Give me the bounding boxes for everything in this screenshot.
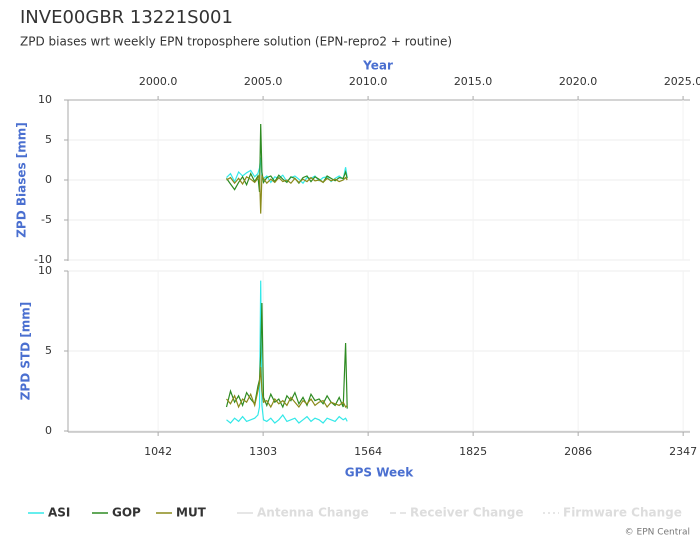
x2-tick-label: 2025.0 — [664, 75, 700, 88]
y-tick-label: 10 — [38, 264, 52, 277]
y-tick-label: 0 — [45, 424, 52, 437]
series-line — [225, 302, 348, 409]
x-tick-label: 1825 — [459, 445, 487, 458]
legend-label: ASI — [48, 506, 70, 520]
x-tick-label: 1042 — [144, 445, 172, 458]
series-line — [226, 366, 348, 409]
chart-title: INVE00GBR 13221S001 — [20, 7, 233, 28]
series-line — [226, 123, 348, 193]
x2-tick-label: 2015.0 — [454, 75, 493, 88]
legend-label: Antenna Change — [257, 506, 369, 520]
y-tick-label: -10 — [34, 253, 52, 266]
x-tick-label: 1303 — [249, 445, 277, 458]
y-tick-label: 5 — [45, 133, 52, 146]
x2-axis-label: Year — [362, 59, 393, 73]
y-tick-label: 0 — [45, 173, 52, 186]
series-line — [226, 174, 348, 214]
x-tick-label: 1564 — [354, 445, 382, 458]
y-axis-label: ZPD STD [mm] — [19, 302, 33, 401]
chart-subtitle: ZPD biases wrt weekly EPN troposphere so… — [20, 35, 452, 49]
y-tick-label: -5 — [41, 213, 52, 226]
legend-label: GOP — [112, 506, 141, 520]
x2-tick-label: 2010.0 — [349, 75, 388, 88]
x2-tick-label: 2020.0 — [559, 75, 598, 88]
x2-tick-label: 2005.0 — [244, 75, 283, 88]
footer: © EPN Central — [625, 528, 690, 538]
y-tick-label: 5 — [45, 344, 52, 357]
x-tick-label: 2086 — [564, 445, 592, 458]
y-tick-label: 10 — [38, 93, 52, 106]
x-axis-label: GPS Week — [345, 466, 415, 480]
x-tick-label: 2347 — [669, 445, 697, 458]
legend-label: Receiver Change — [410, 506, 524, 520]
legend-label: Firmware Change — [563, 506, 682, 520]
legend-label: MUT — [176, 506, 207, 520]
series-line — [226, 280, 348, 424]
y-axis-label: ZPD Biases [mm] — [15, 122, 29, 238]
x2-tick-label: 2000.0 — [139, 75, 178, 88]
series-line — [226, 157, 348, 185]
